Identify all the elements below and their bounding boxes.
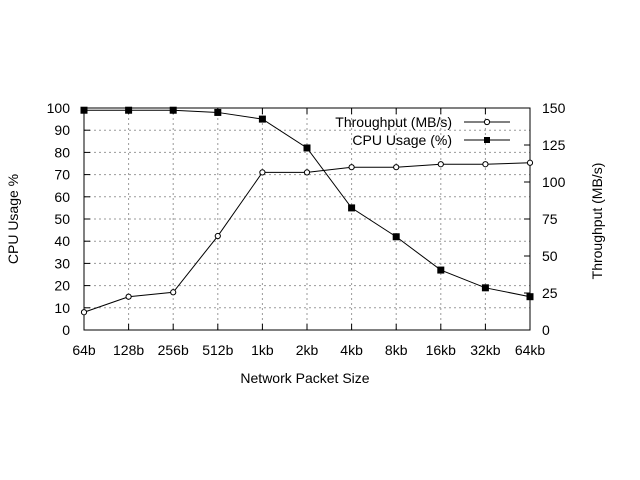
throughput-point	[80, 309, 88, 316]
left-tick-label: 30	[54, 255, 70, 271]
right-axis-tick-labels: 0 25 50 75 100 125 150	[542, 100, 566, 338]
right-tick-label: 0	[542, 322, 550, 338]
x-tick-label: 128b	[113, 342, 144, 358]
x-tick-label: 8kb	[385, 342, 408, 358]
x-tick-label: 16kb	[426, 342, 457, 358]
right-tick-label: 125	[542, 137, 566, 153]
legend: Throughput (MB/s) CPU Usage (%)	[335, 114, 510, 148]
cpu-usage-point	[258, 115, 266, 123]
x-tick-label: 2kb	[296, 342, 319, 358]
legend-label-cpu: CPU Usage (%)	[352, 132, 452, 148]
cpu-usage-point	[392, 233, 400, 241]
x-tick-label: 64kb	[515, 342, 546, 358]
throughput-point	[303, 169, 311, 176]
cpu-usage-point	[303, 144, 311, 152]
throughput-point	[526, 159, 534, 166]
left-tick-label: 10	[54, 300, 70, 316]
legend-marker-throughput	[483, 118, 491, 126]
throughput-point	[437, 161, 444, 168]
y2-axis-title: Throughput (MB/s)	[589, 163, 605, 280]
left-tick-label: 80	[54, 144, 70, 160]
x-tick-label: 64b	[72, 342, 96, 358]
y-axis-title: CPU Usage %	[5, 174, 21, 264]
left-tick-label: 100	[47, 100, 71, 116]
left-tick-label: 90	[54, 122, 70, 138]
x-axis-title: Network Packet Size	[240, 370, 369, 386]
throughput-point	[125, 293, 132, 300]
x-tick-label: 512b	[202, 342, 233, 358]
throughput-point	[170, 289, 177, 296]
cpu-usage-point	[169, 106, 177, 114]
cpu-usage-point	[214, 108, 222, 116]
left-tick-label: 40	[54, 233, 70, 249]
right-tick-label: 25	[542, 285, 558, 301]
throughput-point	[348, 164, 355, 171]
left-tick-label: 70	[54, 167, 70, 183]
x-axis-tick-labels: 64b 128b 256b 512b 1kb 2kb 4kb 8kb 16kb 32kb 64kb	[72, 342, 545, 358]
throughput-point	[214, 232, 221, 240]
x-tick-label: 256b	[158, 342, 189, 358]
grid	[84, 108, 530, 330]
cpu-usage-point	[437, 266, 445, 274]
throughput-point	[482, 161, 489, 168]
x-tick-label: 4kb	[340, 342, 363, 358]
x-tick-label: 1kb	[251, 342, 274, 358]
right-tick-label: 100	[542, 174, 566, 190]
x-tick-label: 32kb	[470, 342, 501, 358]
series-layer	[80, 106, 534, 316]
right-tick-label: 75	[542, 211, 558, 227]
cpu-usage-point	[526, 293, 534, 301]
cpu-usage-point	[481, 284, 489, 292]
cpu-usage-point	[80, 106, 88, 114]
throughput-point	[259, 169, 266, 176]
cpu-usage-point	[125, 106, 133, 114]
left-tick-label: 50	[54, 211, 70, 227]
legend-label-throughput: Throughput (MB/s)	[335, 114, 452, 130]
left-tick-label: 60	[54, 189, 70, 205]
right-tick-label: 150	[542, 100, 566, 116]
left-tick-label: 20	[54, 278, 70, 294]
right-tick-label: 50	[542, 248, 558, 264]
legend-marker-cpu	[484, 137, 490, 143]
throughput-point	[393, 164, 400, 171]
left-axis-tick-labels: 0 10 20 30 40 50 60 70 80 90 100	[47, 100, 71, 338]
left-tick-label: 0	[62, 322, 70, 338]
cpu-usage-point	[348, 204, 356, 212]
